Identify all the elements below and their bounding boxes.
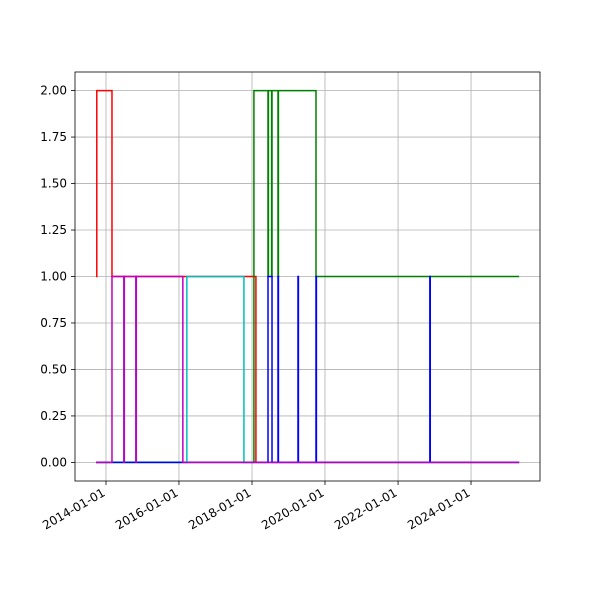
y-tick-label: 2.00 [40, 84, 67, 98]
axes-frame [74, 71, 541, 482]
y-tick-label: 0.00 [40, 455, 67, 469]
y-tick-label: 1.50 [40, 177, 67, 191]
y-tick-label: 0.25 [40, 409, 67, 423]
series-line [95, 89, 520, 464]
y-tick-label: 1.00 [40, 270, 67, 284]
y-tick-label: 0.75 [40, 316, 67, 330]
y-tick-label: 1.25 [40, 223, 67, 237]
series-line [95, 275, 520, 464]
y-tick-label: 0.50 [40, 362, 67, 376]
y-tick-label: 1.75 [40, 130, 67, 144]
